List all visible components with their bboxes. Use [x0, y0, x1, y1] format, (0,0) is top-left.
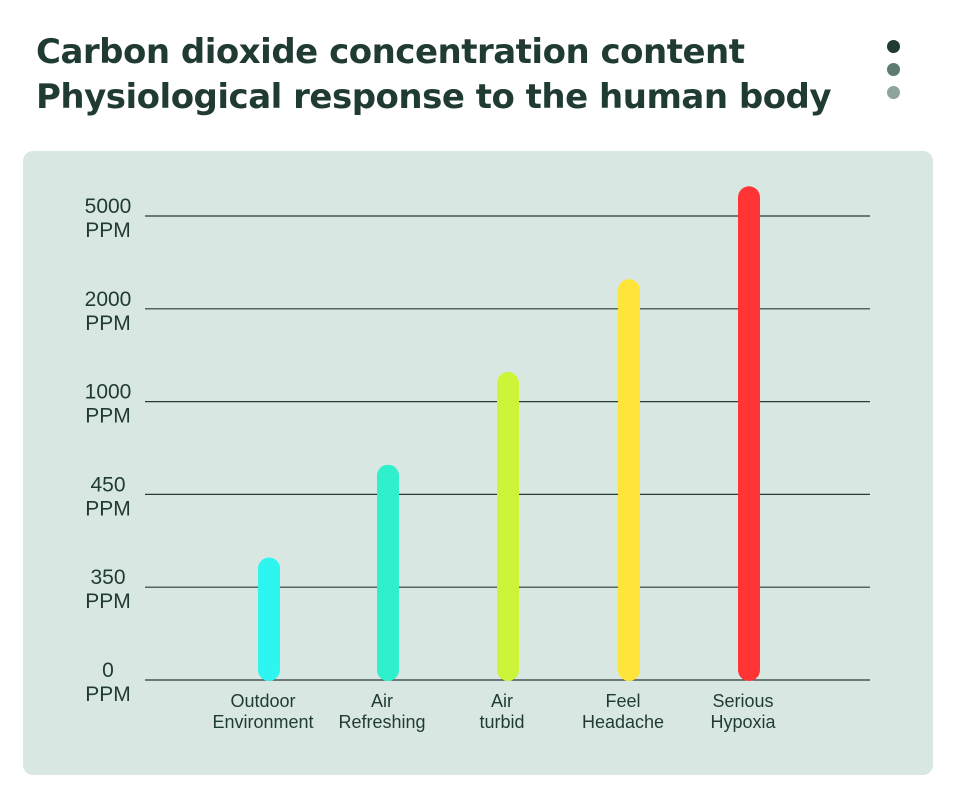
- menu-dot: [887, 86, 900, 99]
- bar: [618, 279, 640, 681]
- y-tick-value: 2000: [85, 288, 132, 311]
- x-category-label: Air: [491, 691, 513, 711]
- title-line-2: Physiological response to the human body: [36, 77, 832, 117]
- y-tick-value: 0: [102, 659, 114, 682]
- chart-panel: [23, 151, 933, 775]
- y-tick-unit: PPM: [85, 497, 131, 520]
- x-category-label: turbid: [479, 712, 524, 732]
- more-options-icon[interactable]: [887, 40, 900, 109]
- x-category-label: Headache: [582, 712, 664, 732]
- y-tick-unit: PPM: [85, 590, 131, 613]
- bar: [377, 464, 399, 681]
- y-tick-unit: PPM: [85, 405, 131, 428]
- x-category-label: Environment: [212, 712, 313, 732]
- x-category-label: Serious: [712, 691, 773, 711]
- menu-dot: [887, 40, 900, 53]
- menu-dot: [887, 63, 900, 76]
- bar: [738, 186, 760, 681]
- y-tick-unit: PPM: [85, 312, 131, 335]
- x-category-label: Air: [371, 691, 393, 711]
- y-tick-value: 1000: [85, 381, 132, 404]
- x-category-label: Outdoor: [230, 691, 295, 711]
- y-tick-unit: PPM: [85, 683, 131, 706]
- y-tick-value: 350: [90, 566, 125, 589]
- y-tick-value: 5000: [85, 195, 132, 218]
- bar: [258, 557, 280, 681]
- x-category-label: Refreshing: [338, 712, 425, 732]
- x-category-label: Hypoxia: [710, 712, 776, 732]
- y-tick-value: 450: [90, 473, 125, 496]
- bar: [497, 371, 519, 681]
- y-tick-unit: PPM: [85, 219, 131, 242]
- chart-title: Carbon dioxide concentration content Phy…: [36, 30, 832, 120]
- x-category-label: Feel: [605, 691, 640, 711]
- title-line-1: Carbon dioxide concentration content: [36, 32, 745, 72]
